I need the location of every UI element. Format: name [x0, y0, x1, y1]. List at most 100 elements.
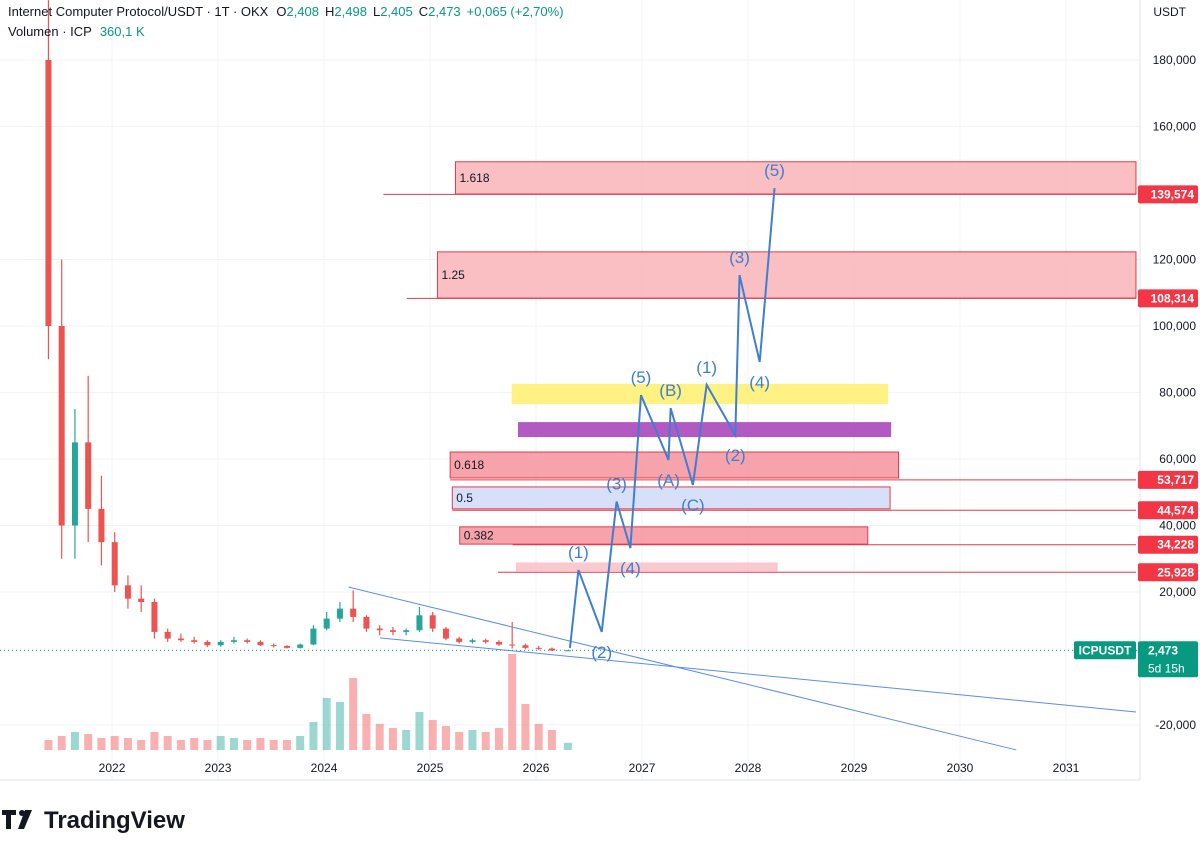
volume-bar [521, 704, 530, 750]
x-tick-label: 2022 [99, 761, 126, 775]
volume-bar [163, 736, 172, 750]
price-tag [1138, 289, 1198, 308]
price-tag [1138, 185, 1198, 204]
y-tick-label: 80,000 [1159, 386, 1196, 400]
volume-bar [402, 730, 411, 750]
volume-bar [150, 732, 159, 750]
candle-body [98, 508, 105, 543]
x-tick-label: 2023 [205, 761, 232, 775]
wave-label: (4) [620, 559, 641, 578]
volume-bar [481, 732, 490, 750]
candle-body [403, 630, 410, 632]
candle-body [204, 641, 211, 646]
candle-body [177, 638, 184, 641]
candle-body [124, 585, 131, 599]
x-tick-label: 2025 [417, 761, 444, 775]
x-tick-label: 2026 [523, 761, 550, 775]
candle-body [564, 650, 571, 652]
fib-label: 1.25 [441, 268, 465, 282]
candle-body [111, 542, 118, 586]
wave-label: (5) [631, 368, 652, 387]
volume-bar [282, 740, 291, 750]
ohlc-key: C [419, 4, 428, 19]
candle-body [535, 647, 542, 649]
wave-label: (C) [681, 496, 705, 515]
fib-label: 1.618 [459, 171, 489, 185]
header-line: Internet Computer Protocol/USDT · 1T · O… [8, 4, 564, 19]
candle-body [85, 442, 92, 509]
x-tick-label: 2027 [629, 761, 656, 775]
candle-body [509, 644, 516, 646]
volume-bar [375, 724, 384, 750]
volume-bar [296, 736, 305, 750]
fib-zone [454, 161, 1137, 195]
axes: 180,000 160,000 120,000 100,000 80,000 60,000… [99, 53, 1198, 775]
volume-bar [176, 740, 185, 750]
volume-bar [256, 738, 265, 750]
fib-zone [451, 486, 891, 510]
candle-body [482, 640, 489, 642]
price-tag-label: 53,717 [1157, 473, 1194, 487]
candle-body [164, 631, 171, 639]
price-tag-label: 108,314 [1151, 291, 1195, 305]
volume-bar [415, 712, 424, 750]
candle-body [469, 640, 476, 642]
volume-bar [84, 734, 93, 750]
fib-label: 0.618 [454, 458, 484, 472]
price-tag-label: 139,574 [1151, 187, 1195, 201]
currency: USDT [1153, 5, 1186, 19]
volume-bar [216, 736, 225, 750]
volume-bar [388, 728, 397, 750]
candle-body [548, 648, 555, 651]
volume-bar [441, 726, 450, 750]
volume-bar [110, 736, 119, 750]
candle-body [376, 628, 383, 631]
y-tick-label: 160,000 [1153, 120, 1197, 134]
volume-bar [137, 740, 146, 750]
volume-bar [97, 738, 106, 750]
candle-body [429, 615, 436, 629]
fib-label: 0.5 [456, 491, 473, 505]
volume-line: Volumen · ICP 360,1 K [8, 24, 145, 39]
wave-label: (2) [591, 643, 612, 662]
candle-body [350, 608, 357, 617]
price-tag-label: 25,928 [1157, 565, 1194, 579]
symbol-tag-label: ICPUSDT [1079, 643, 1132, 657]
candle-body [71, 442, 78, 526]
plot-area: 1.618 1.25 0.618 0.5 0.382 (1) (2) (3) (4) (5) (A)… [0, 0, 1140, 751]
change: +0,065 (+2,70%) [467, 4, 564, 19]
brand: TradingView [44, 807, 185, 834]
y-tick-label: 180,000 [1153, 53, 1197, 67]
volume-bar [309, 722, 318, 750]
fib-zone [515, 562, 778, 572]
ohlc-value: 2,405 [380, 4, 413, 19]
fib-zone [459, 526, 869, 545]
candle-body [283, 645, 290, 648]
price-tag [1138, 535, 1198, 554]
candle-body [270, 645, 277, 647]
volume-bar [322, 698, 331, 750]
wave-label: (3) [729, 248, 750, 267]
ohlc-key: L [373, 4, 380, 19]
x-tick-label: 2029 [841, 761, 868, 775]
volume-bar [57, 736, 66, 750]
volume-bar [190, 738, 199, 750]
candle-body [336, 608, 343, 619]
price-tag [1138, 501, 1198, 520]
x-tick-label: 2028 [735, 761, 762, 775]
candle-body [297, 644, 304, 648]
candle-body [416, 615, 423, 631]
candle-body [217, 641, 224, 646]
candle-body [58, 326, 65, 526]
volume-title: Volumen · ICP [8, 24, 92, 39]
volume-bar [243, 740, 252, 750]
candle-body [456, 638, 463, 642]
ohlc-key: H [325, 4, 334, 19]
candle-body [45, 60, 52, 327]
wave-label: (2) [725, 446, 746, 465]
volume-bar [229, 738, 238, 750]
wave-label: (B) [659, 381, 682, 400]
volume-bar [428, 720, 437, 750]
price-tag-label: 2,473 [1148, 643, 1178, 657]
symbol-tag [1074, 641, 1136, 660]
